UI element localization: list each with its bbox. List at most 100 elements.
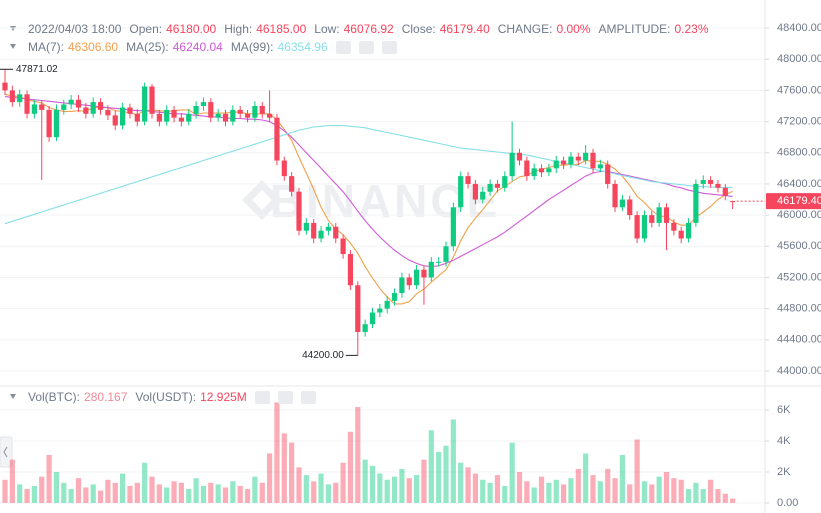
volume-bar [252, 476, 258, 503]
volume-bar [90, 484, 96, 503]
side-tab[interactable] [0, 436, 13, 468]
candle-body [568, 156, 574, 165]
candle-body [443, 246, 449, 262]
legend-name: MA(25): [126, 40, 169, 54]
y-tick-label: 6K [777, 404, 791, 416]
candle-body [156, 113, 162, 122]
volume-bar [97, 490, 104, 503]
volume-bar [421, 459, 427, 503]
candle-body [105, 109, 111, 116]
ma-line [4, 124, 733, 225]
volume-bar [384, 479, 390, 503]
settings-icon[interactable] [277, 390, 293, 404]
candle-body [693, 183, 699, 223]
volume-legend: Vol(BTC): 280.167 Vol(USDT): 12.925M [28, 390, 255, 404]
candle-body [369, 312, 376, 325]
candle-body [708, 180, 714, 184]
close-icon[interactable] [381, 40, 397, 54]
candle-body [583, 152, 589, 161]
field-value: 46180.00 [166, 22, 217, 36]
volume-bar [436, 451, 442, 503]
field-label: Low: [314, 22, 340, 36]
legend-name: Vol(USDT): [135, 390, 197, 404]
candle-body [281, 160, 287, 177]
legend-value: 46354.96 [277, 40, 328, 54]
candle-body [730, 201, 736, 203]
y-tick-label: 45600.00 [777, 240, 821, 252]
candle-body [230, 109, 236, 122]
candle-body [538, 168, 545, 173]
candle-body [663, 207, 670, 223]
candle-body [399, 277, 405, 294]
ma-legend-row: MA(7): 46306.60 MA(25): 46240.04 MA(99): 4635… [28, 39, 405, 55]
last-price-tag [766, 193, 821, 210]
volume-bar [24, 489, 30, 503]
eye-icon[interactable] [335, 40, 351, 54]
candle-body [149, 86, 155, 114]
field-label: Close: [401, 22, 436, 36]
volume-bar [561, 484, 567, 503]
annotation-label: 44200.00 [302, 350, 344, 361]
volume-bar [509, 442, 515, 503]
ma-line [4, 96, 733, 268]
close-icon[interactable] [300, 390, 316, 404]
volume-bar [142, 462, 148, 503]
volume-bar [127, 485, 133, 503]
collapse-icon[interactable] [10, 44, 16, 49]
y-tick-label: 44800.00 [777, 303, 821, 315]
collapse-icon[interactable] [10, 394, 16, 399]
volume-bar [568, 478, 574, 503]
y-tick-label: 47200.00 [777, 115, 821, 127]
volume-bar [267, 453, 273, 503]
volume-bar [671, 478, 677, 503]
volume-bar [538, 476, 545, 503]
field-label: Open: [129, 22, 163, 36]
volume-bar [355, 407, 361, 503]
volume-bar [200, 485, 207, 503]
volume-bar [112, 482, 118, 503]
candle-body [186, 113, 192, 122]
y-tick-label: 45200.00 [777, 271, 821, 283]
candle-body [83, 107, 89, 114]
candle-body [575, 156, 581, 161]
candle-body [458, 176, 464, 208]
volume-bar [730, 498, 736, 503]
volume-bar [340, 462, 346, 503]
candle-body [612, 183, 618, 208]
volume-bar [612, 478, 618, 503]
candle-body [414, 269, 420, 286]
ohlc-header: 2022/04/03 18:00 Open: 46180.00 High: 46185… [28, 21, 717, 37]
candle-body [75, 99, 82, 108]
volume-bar [208, 482, 214, 503]
volume-bar [2, 479, 8, 503]
candle-body [134, 113, 140, 122]
volume-bar [75, 478, 82, 503]
candle-body [318, 230, 324, 239]
volume-bar [502, 485, 508, 503]
volume-bar [575, 468, 581, 503]
candle-body [68, 99, 74, 105]
settings-icon[interactable] [358, 40, 374, 54]
field-value: 0.00% [556, 22, 591, 36]
candle-body [553, 160, 559, 169]
y-tick-label: 48400.00 [777, 22, 821, 34]
volume-bar [406, 478, 412, 503]
field-value: 46185.00 [256, 22, 307, 36]
volume-bar [583, 453, 589, 503]
volume-bar [134, 482, 140, 503]
volume-bar [414, 475, 420, 503]
candle-body [171, 109, 177, 118]
candle-body [406, 277, 412, 286]
candle-body [421, 269, 427, 278]
field-value: 46076.92 [343, 22, 394, 36]
ma-line [4, 93, 733, 305]
eye-icon[interactable] [254, 390, 270, 404]
volume-bar [693, 482, 699, 503]
candle-body [9, 90, 15, 103]
candle-body [494, 183, 501, 188]
candle-body [208, 102, 214, 118]
volume-bar [531, 487, 537, 503]
candle-body [605, 164, 611, 184]
candle-body [355, 285, 361, 333]
